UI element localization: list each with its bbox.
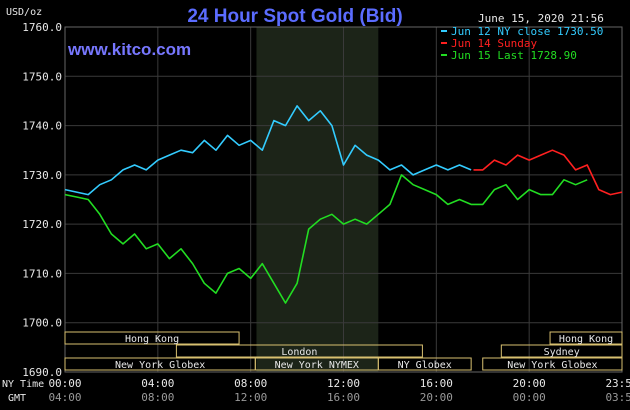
ny-time-tick-label: 08:00 [234, 377, 267, 390]
series-line-2 [473, 149, 623, 196]
gmt-tick-label: 08:00 [141, 391, 174, 404]
ny-time-axis-label: NY Time [2, 379, 44, 390]
y-tick-label: 1690.0 [22, 366, 62, 379]
session-label: Hong Kong [125, 334, 179, 345]
y-tick-label: 1720.0 [22, 218, 62, 231]
ny-time-tick-label: 20:00 [513, 377, 546, 390]
ny-time-tick-label: 23:59 [605, 377, 630, 390]
ny-session-shade [256, 27, 379, 372]
y-axis-unit-label: USD/oz [6, 7, 42, 18]
y-axis-tick-labels: 1760.0 1750.0 1740.0 1730.0 1720.0 1710.0 1700… [22, 21, 62, 379]
gmt-tick-label: 12:00 [234, 391, 267, 404]
y-tick-label: 1700.0 [22, 317, 62, 330]
watermark-text: www.kitco.com [67, 40, 191, 59]
session-label: Hong Kong [559, 334, 613, 345]
session-box [482, 357, 623, 371]
session-label: New York Globex [507, 360, 597, 371]
y-tick-label: 1750.0 [22, 70, 62, 83]
y-tick-label: 1740.0 [22, 120, 62, 133]
x-axis-tick-labels: 00:0004:0004:0008:0008:0012:0012:0016:00… [48, 377, 630, 404]
gmt-tick-label: 03:59 [605, 391, 630, 404]
session-label: New York Globex [115, 360, 205, 371]
ny-time-tick-label: 12:00 [327, 377, 360, 390]
y-tick-label: 1710.0 [22, 267, 62, 280]
y-tick-label: 1730.0 [22, 169, 62, 182]
session-label: NY Globex [398, 360, 452, 371]
gmt-tick-label: 16:00 [327, 391, 360, 404]
chart-date-label: June 15, 2020 21:56 [478, 12, 604, 25]
gmt-tick-label: 04:00 [48, 391, 81, 404]
chart-title: 24 Hour Spot Gold (Bid) [187, 6, 402, 27]
legend-entry: Jun 14 Sunday [451, 37, 537, 50]
session-label: New York NYMEX [275, 360, 359, 371]
session-label: Sydney [544, 347, 580, 358]
market-sessions: Hong Kong London New York Globex New York N… [64, 331, 623, 371]
series-line-1 [64, 105, 472, 196]
grid-lines [64, 26, 623, 373]
session-box [377, 357, 472, 371]
gmt-tick-label: 20:00 [420, 391, 453, 404]
gmt-tick-label: 00:00 [513, 391, 546, 404]
y-tick-label: 1760.0 [22, 21, 62, 34]
gmt-axis-label: GMT [8, 393, 26, 404]
ny-time-tick-label: 16:00 [420, 377, 453, 390]
legend-entry: Jun 12 NY close 1730.50 [451, 25, 603, 38]
session-label: London [281, 347, 317, 358]
ny-time-tick-label: 04:00 [141, 377, 174, 390]
session-box [175, 344, 423, 358]
series-line-3 [64, 174, 588, 304]
ny-time-tick-label: 00:00 [48, 377, 81, 390]
price-series [64, 105, 623, 304]
plot-frame [64, 26, 623, 373]
session-box [549, 331, 623, 345]
legend-entry: Jun 15 Last 1728.90 [451, 49, 577, 62]
session-box [64, 331, 240, 345]
session-box [500, 344, 623, 358]
